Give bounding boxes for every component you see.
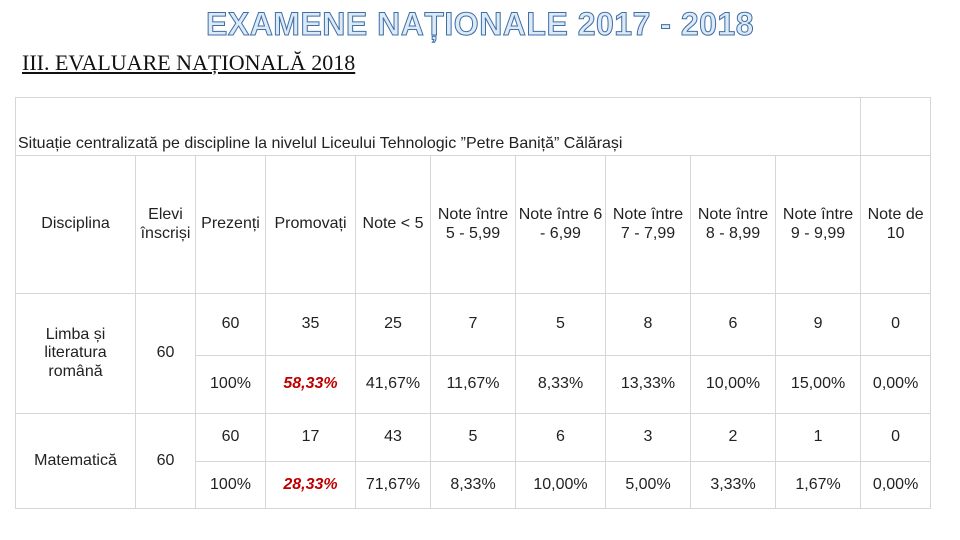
percent-cell: 10,00% [515, 461, 606, 509]
enrolled: 60 [135, 413, 196, 509]
count-cell: 9 [774, 293, 862, 356]
column-header: Prezenți [195, 155, 266, 294]
count-row: Limba și literatura română 60 60 35 25 7 5 8 6 9 0 [15, 293, 932, 414]
count-cell: 2 [690, 413, 776, 462]
percent-cell: 0,00% [860, 461, 932, 509]
percent-cell: 8,33% [515, 355, 606, 414]
percent-cell: 1,67% [774, 461, 862, 509]
discipline: Matematică [15, 413, 136, 509]
percent-cell: 100% [195, 461, 266, 509]
count-cell: 43 [355, 413, 431, 462]
count-cell: 7 [430, 293, 516, 356]
percent-cell: 71,67% [355, 461, 431, 509]
percent-row: 100% 28,33% 71,67% 8,33% 10,00% 5,00% 3,33% 1,6… [16, 461, 932, 509]
percent-cell: 5,00% [605, 461, 691, 509]
count-cell: 17 [265, 413, 356, 462]
count-cell: 6 [690, 293, 776, 356]
column-header: Disciplina [15, 155, 136, 294]
column-header: Note < 5 [355, 155, 431, 294]
subtitle: III. EVALUARE NAȚIONALĂ 2018 [22, 50, 356, 75]
column-header: Elevi înscriși [135, 155, 196, 294]
enrolled: 60 [135, 293, 196, 414]
count-cell: 5 [430, 413, 516, 462]
percent-cell: 100% [195, 355, 266, 414]
count-cell: 35 [265, 293, 356, 356]
table-caption: Situație centralizată pe discipline la n… [14, 97, 862, 156]
percent-cell: 8,33% [430, 461, 516, 509]
count-cell: 60 [195, 293, 266, 356]
percent-row: 100% 58,33% 41,67% 11,67% 8,33% 13,33% 10,00% 1… [16, 355, 932, 414]
percent-cell: 13,33% [605, 355, 691, 414]
count-row: Matematică 60 60 17 43 5 6 3 2 1 0 [15, 413, 932, 509]
column-header: Note de 10 [860, 155, 932, 294]
results-table: Situație centralizată pe discipline la n… [14, 97, 932, 509]
caption-row: Situație centralizată pe discipline la n… [14, 97, 932, 156]
count-cell: 60 [195, 413, 266, 462]
count-cell: 3 [605, 413, 691, 462]
count-cell: 0 [860, 293, 932, 356]
count-cell: 25 [355, 293, 431, 356]
table-body: Situație centralizată pe discipline la n… [14, 97, 932, 509]
discipline: Limba și literatura română [15, 293, 136, 414]
percent-cell: 11,67% [430, 355, 516, 414]
count-cell: 0 [860, 413, 932, 462]
column-header: Note între 5 - 5,99 [430, 155, 516, 294]
count-cell: 8 [605, 293, 691, 356]
count-cell: 6 [515, 413, 606, 462]
percent-cell: 10,00% [690, 355, 776, 414]
percent-cell: 15,00% [774, 355, 862, 414]
percent-cell: 0,00% [860, 355, 932, 414]
column-header: Note între 7 - 7,99 [605, 155, 691, 294]
column-header: Note între 9 - 9,99 [774, 155, 862, 294]
column-header: Note între 6 - 6,99 [515, 155, 606, 294]
count-cell: 5 [515, 293, 606, 356]
percent-cell: 41,67% [355, 355, 431, 414]
column-header: Note între 8 - 8,99 [690, 155, 776, 294]
percent-cell: 3,33% [690, 461, 776, 509]
column-header: Promovați [265, 155, 356, 294]
caption-empty-cell [860, 97, 932, 156]
header-row: Disciplina Elevi înscriși Prezenți Promovaț… [15, 155, 932, 294]
title: EXAMENE NAȚIONALE 2017 - 2018 [206, 6, 755, 43]
count-cell: 1 [774, 413, 862, 462]
percent-cell: 58,33% [265, 355, 356, 414]
percent-cell: 28,33% [265, 461, 356, 509]
